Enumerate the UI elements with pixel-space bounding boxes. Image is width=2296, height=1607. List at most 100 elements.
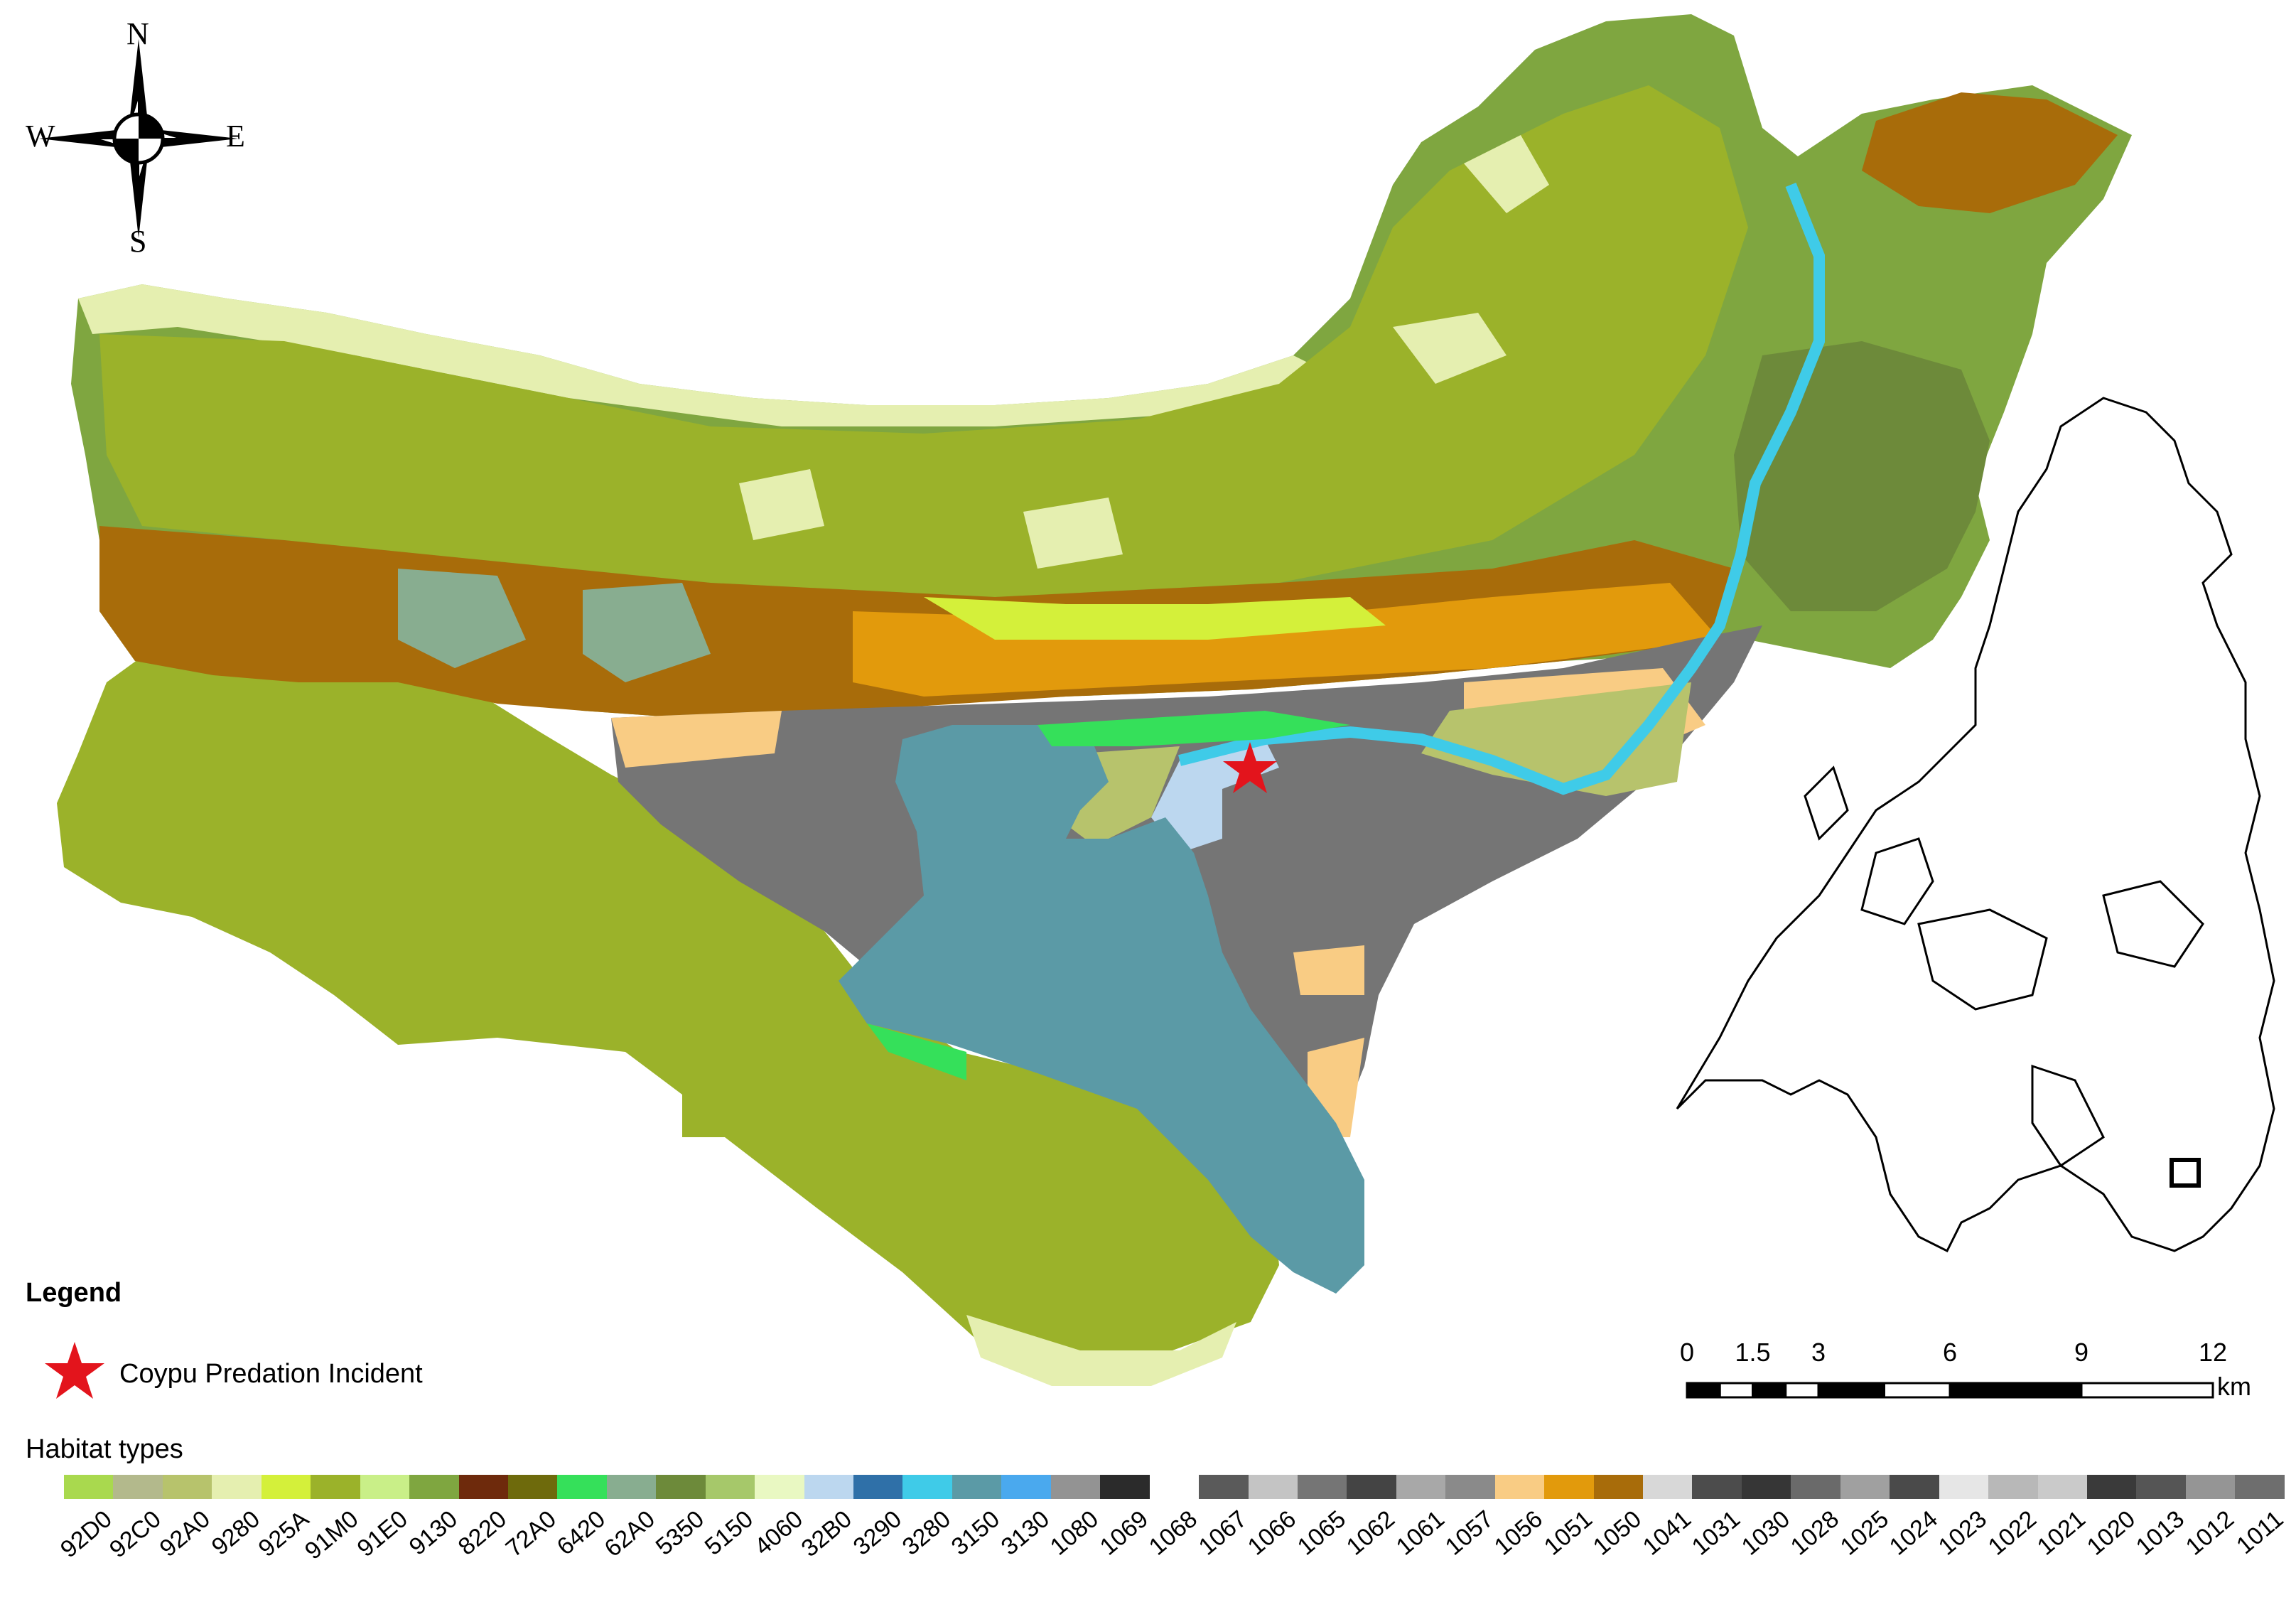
scale-bar-unit: km — [2217, 1372, 2251, 1401]
compass-west-label: W — [26, 119, 55, 154]
habitat-code-1061: 1061 — [1391, 1505, 1450, 1561]
habitat-code-1080: 1080 — [1045, 1505, 1104, 1561]
habitat-swatch-1025 — [1840, 1475, 1890, 1499]
habitat-swatch-3290 — [853, 1475, 903, 1499]
scale-tick-label: 1.5 — [1735, 1338, 1771, 1367]
habitat-code-1069: 1069 — [1094, 1505, 1153, 1561]
habitat-code-1020: 1020 — [2081, 1505, 2140, 1561]
scale-bar — [1686, 1382, 2214, 1399]
habitat-swatch-1067 — [1199, 1475, 1249, 1499]
basin-south-strip — [966, 1315, 1236, 1386]
habitat-swatch-92C0 — [113, 1475, 163, 1499]
europe-inset — [1676, 397, 2275, 1253]
habitat-swatch-1020 — [2086, 1475, 2137, 1499]
habitat-swatch-1021 — [2037, 1475, 2087, 1499]
habitat-swatch-5350 — [656, 1475, 706, 1499]
habitat-code-1051: 1051 — [1538, 1505, 1597, 1561]
habitat-code-1056: 1056 — [1489, 1505, 1548, 1561]
habitat-swatch-5150 — [705, 1475, 755, 1499]
northern-upper-forest — [99, 85, 1748, 597]
clearing-4 — [739, 469, 824, 540]
habitat-swatch-8220 — [458, 1475, 508, 1499]
lake — [839, 725, 1364, 1294]
clearing-1 — [1464, 135, 1549, 213]
habitat-swatch-6420 — [557, 1475, 607, 1499]
habitat-swatch-72A0 — [507, 1475, 558, 1499]
habitat-code-1025: 1025 — [1835, 1505, 1894, 1561]
scale-bar-segment — [1752, 1382, 1787, 1399]
scale-bar-segment — [1718, 1382, 1754, 1399]
habitat-types-title: Habitat types — [26, 1434, 183, 1464]
habitat-code-62A0: 62A0 — [599, 1505, 660, 1563]
habitat-swatch-3150 — [952, 1475, 1002, 1499]
habitat-code-1012: 1012 — [2180, 1505, 2239, 1561]
habitat-code-32B0: 32B0 — [796, 1505, 858, 1563]
shore-6420-south — [867, 1023, 966, 1080]
scale-bar-segment — [2080, 1382, 2214, 1399]
habitat-swatch-1051 — [1544, 1475, 1594, 1499]
habitat-swatch-1068 — [1149, 1475, 1200, 1499]
scale-bar-segment — [1817, 1382, 1885, 1399]
habitat-swatch-1066 — [1248, 1475, 1298, 1499]
habitat-swatch-1028 — [1791, 1475, 1840, 1499]
habitat-swatch-1050 — [1593, 1475, 1643, 1499]
habitat-code-9130: 9130 — [404, 1505, 463, 1561]
legend-star-icon — [45, 1342, 104, 1399]
habitat-swatch-9130 — [409, 1475, 459, 1499]
habitat-swatch-1031 — [1692, 1475, 1742, 1499]
habitat-swatch-1080 — [1050, 1475, 1101, 1499]
habitat-swatch-91E0 — [360, 1475, 410, 1499]
habitat-swatch-1012 — [2185, 1475, 2236, 1499]
habitat-swatch-3130 — [1001, 1475, 1051, 1499]
habitat-code-1031: 1031 — [1686, 1505, 1746, 1561]
inset-study-area-box — [2170, 1158, 2201, 1188]
foothill-yellow-green — [924, 597, 1386, 640]
habitat-code-3150: 3150 — [947, 1505, 1006, 1561]
habitat-code-3280: 3280 — [897, 1505, 956, 1561]
scale-bar-segment — [1883, 1382, 1951, 1399]
habitat-code-91M0: 91M0 — [300, 1505, 364, 1565]
habitat-code-5150: 5150 — [699, 1505, 759, 1561]
scale-tick-label: 0 — [1679, 1338, 1695, 1367]
scale-tick-label: 6 — [1942, 1338, 1958, 1367]
foothill-greyblue-2 — [583, 583, 711, 682]
habitat-swatch-1011 — [2235, 1475, 2285, 1499]
habitat-code-1057: 1057 — [1440, 1505, 1499, 1561]
habitat-code-1050: 1050 — [1588, 1505, 1647, 1561]
habitat-code-1022: 1022 — [1983, 1505, 2042, 1561]
habitat-swatch-92A0 — [162, 1475, 212, 1499]
habitat-code-1062: 1062 — [1341, 1505, 1401, 1561]
scale-tick-label: 3 — [1811, 1338, 1826, 1367]
habitat-swatch-91M0 — [311, 1475, 360, 1499]
habitat-swatch-925A — [261, 1475, 311, 1499]
habitat-swatch-1013 — [2136, 1475, 2186, 1499]
habitat-swatch-3280 — [902, 1475, 952, 1499]
habitat-code-1068: 1068 — [1143, 1505, 1203, 1561]
habitat-code-1067: 1067 — [1193, 1505, 1252, 1561]
foothill-orange — [853, 583, 1720, 697]
plain-olive-east — [1421, 682, 1691, 796]
habitat-swatch-1057 — [1445, 1475, 1495, 1499]
legend-incident-label: Coypu Predation Incident — [119, 1359, 423, 1389]
habitat-code-1028: 1028 — [1785, 1505, 1845, 1561]
habitat-code-labels: 92D0 92C0 92A0 9280 925A 91M0 91E0 9130 8220 72A0… — [55, 1505, 2288, 1598]
scale-bar-segment — [1686, 1382, 1721, 1399]
habitat-swatch-1065 — [1297, 1475, 1347, 1499]
habitat-swatch-92D0 — [64, 1475, 114, 1499]
river — [1178, 183, 1825, 795]
coypu-incident-marker — [1223, 742, 1277, 793]
habitat-swatch-1069 — [1100, 1475, 1150, 1499]
habitat-code-3290: 3290 — [848, 1505, 907, 1561]
clearing-3 — [1023, 498, 1123, 569]
habitat-swatch-1041 — [1643, 1475, 1693, 1499]
habitat-code-925A: 925A — [253, 1505, 315, 1563]
habitat-swatch-1062 — [1347, 1475, 1396, 1499]
habitat-swatch-9280 — [212, 1475, 262, 1499]
plain-sand-west — [611, 711, 782, 768]
habitat-swatch-1030 — [1741, 1475, 1791, 1499]
scale-bar-segment — [1784, 1382, 1820, 1399]
habitat-code-5350: 5350 — [650, 1505, 709, 1561]
habitat-swatch-32B0 — [804, 1475, 853, 1499]
habitat-swatch-row — [64, 1475, 2285, 1499]
